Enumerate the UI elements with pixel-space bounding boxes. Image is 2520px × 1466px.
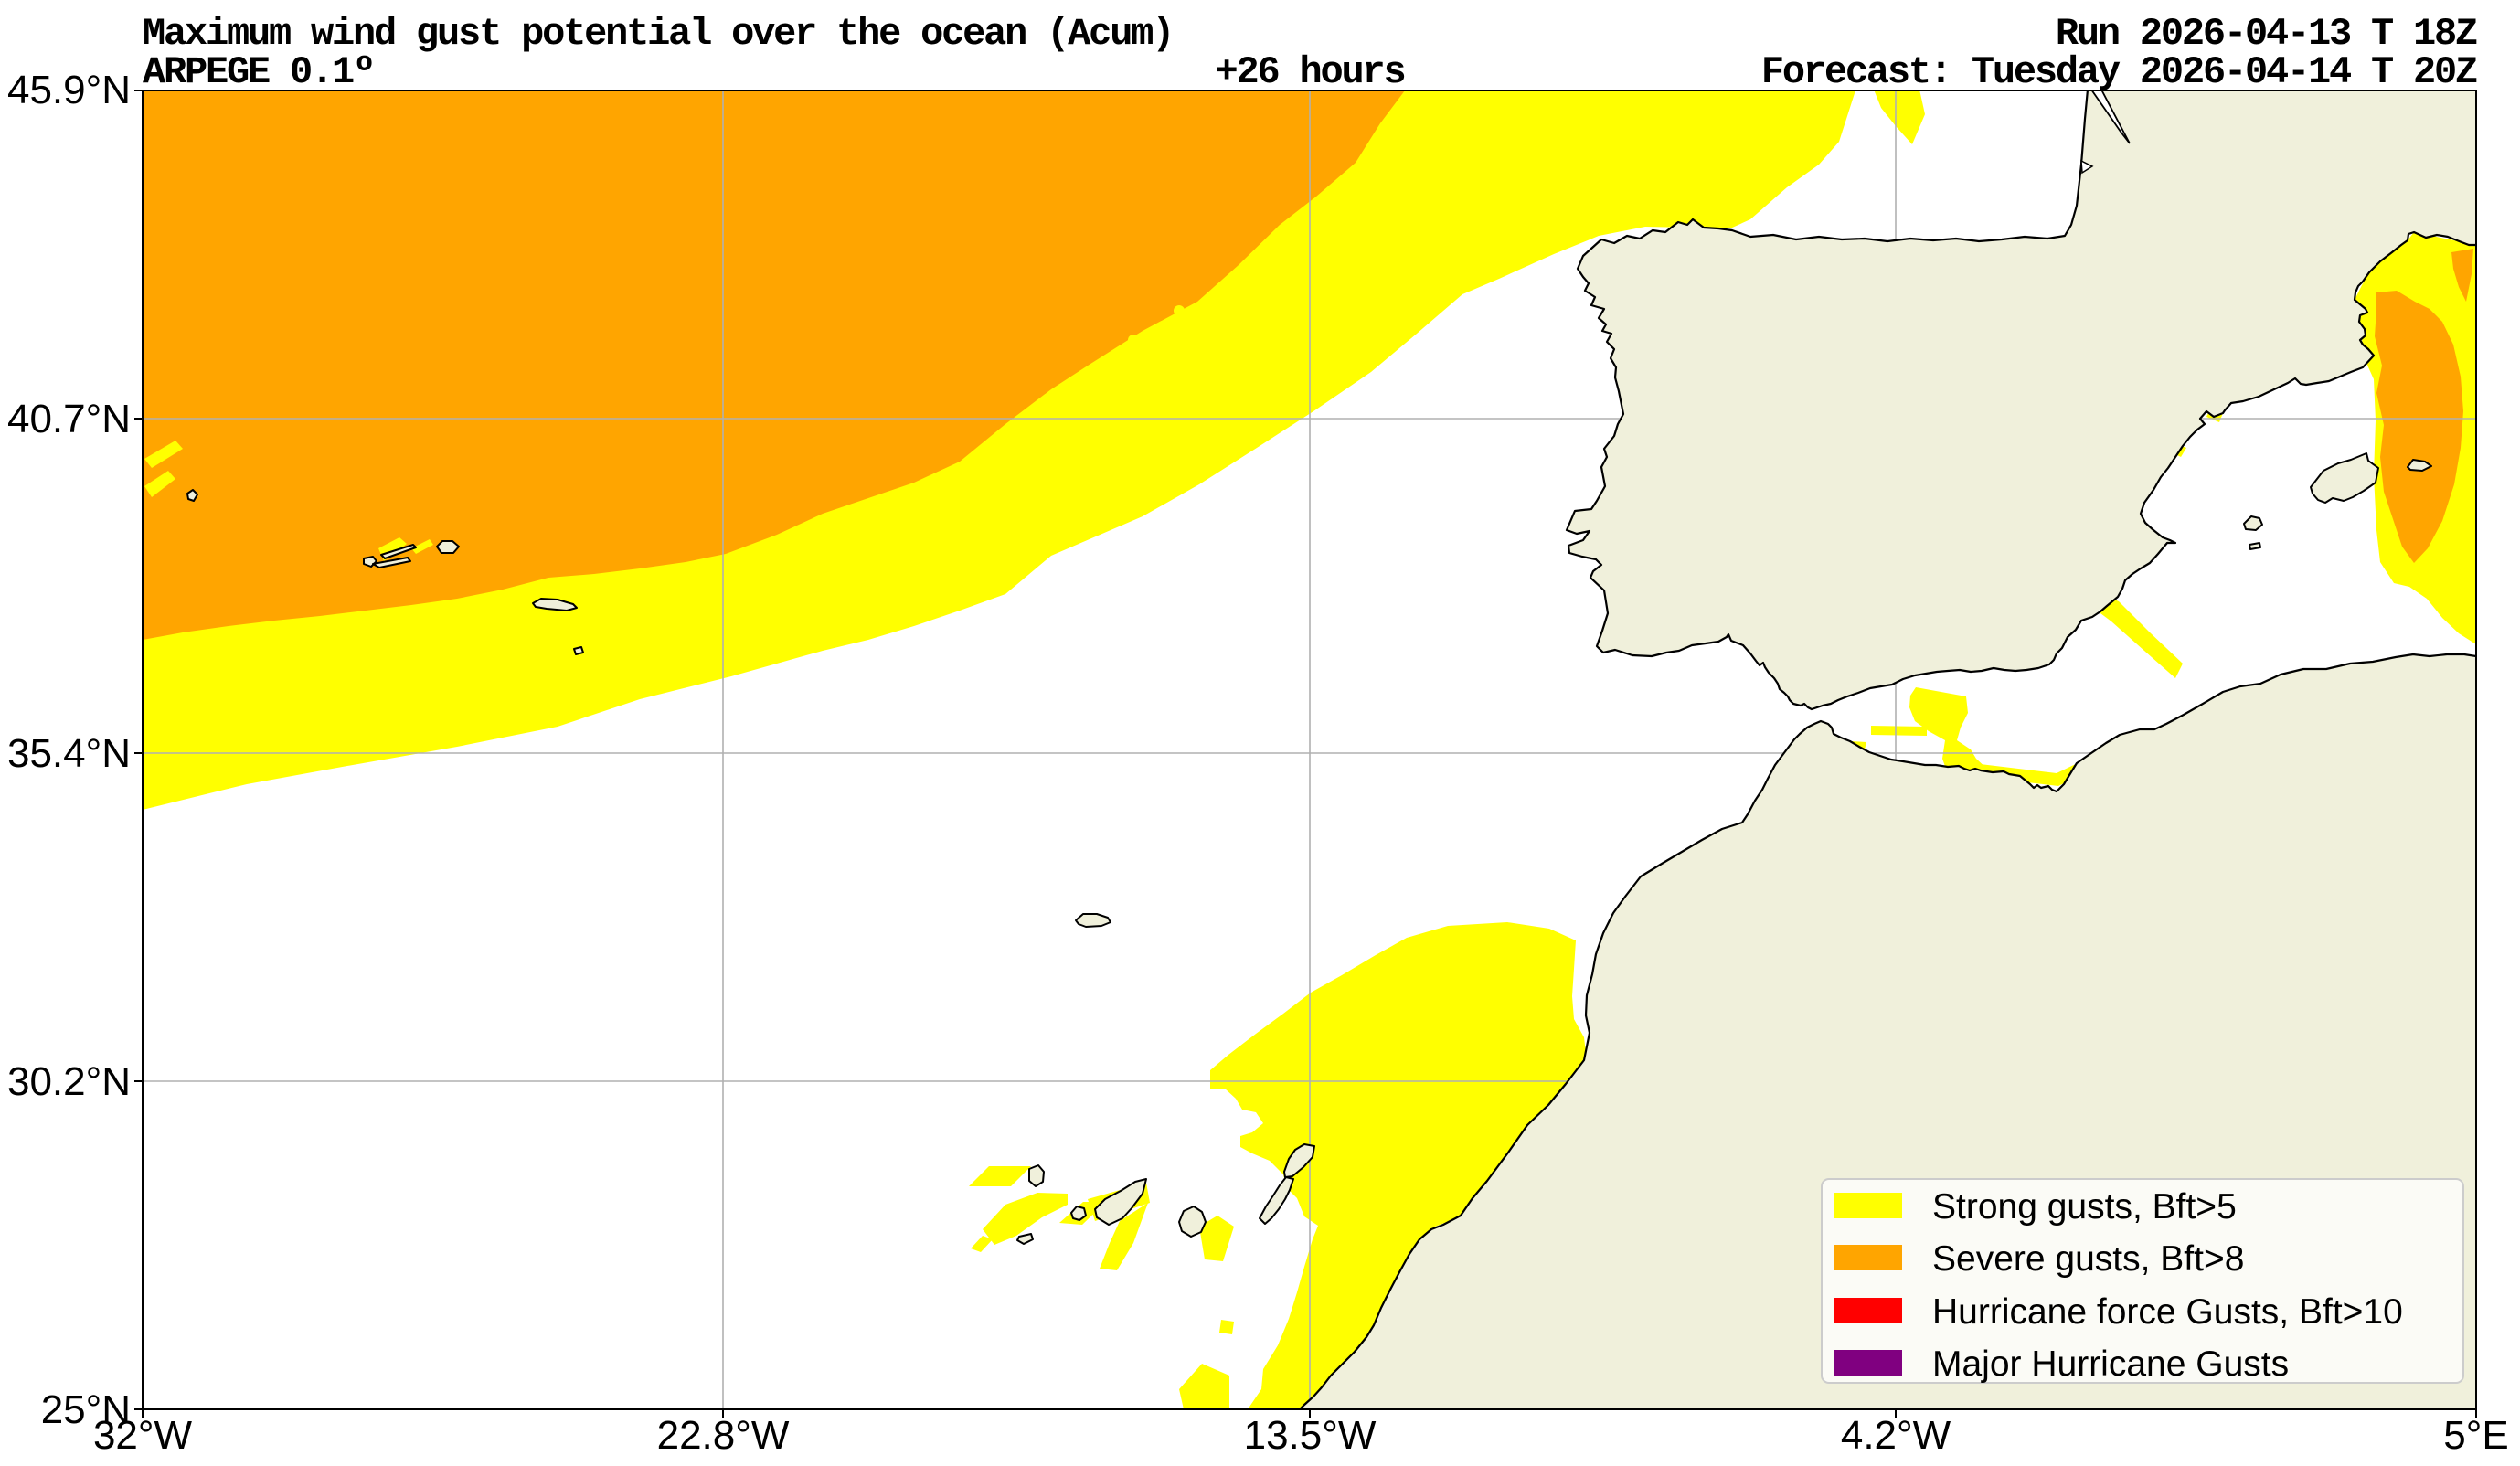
svg-text:25°N: 25°N bbox=[41, 1387, 131, 1432]
svg-text:Hurricane force Gusts, Bft>10: Hurricane force Gusts, Bft>10 bbox=[1932, 1292, 2403, 1332]
svg-text:30.2°N: 30.2°N bbox=[7, 1059, 131, 1104]
svg-text:Maximum wind gust potential ov: Maximum wind gust potential over the oce… bbox=[143, 12, 1173, 56]
svg-text:4.2°W: 4.2°W bbox=[1841, 1413, 1951, 1458]
svg-text:45.9°N: 45.9°N bbox=[7, 68, 131, 112]
svg-text:Strong gusts, Bft>5: Strong gusts, Bft>5 bbox=[1932, 1187, 2237, 1227]
svg-text:+26 hours: +26 hours bbox=[1215, 50, 1404, 94]
svg-text:22.8°W: 22.8°W bbox=[657, 1413, 790, 1458]
svg-text:ARPEGE 0.1º: ARPEGE 0.1º bbox=[143, 50, 374, 94]
svg-text:32°W: 32°W bbox=[93, 1413, 193, 1458]
svg-text:Forecast: Tuesday 2026-04-14 T: Forecast: Tuesday 2026-04-14 T 20Z bbox=[1761, 50, 2477, 94]
svg-text:35.4°N: 35.4°N bbox=[7, 731, 131, 776]
svg-text:Run 2026-04-13 T 18Z: Run 2026-04-13 T 18Z bbox=[2056, 12, 2477, 56]
svg-text:Severe gusts, Bft>8: Severe gusts, Bft>8 bbox=[1932, 1239, 2244, 1279]
svg-text:40.7°N: 40.7°N bbox=[7, 397, 131, 441]
svg-text:13.5°W: 13.5°W bbox=[1244, 1413, 1377, 1458]
svg-text:5°E: 5°E bbox=[2443, 1413, 2508, 1458]
svg-text:Major Hurricane Gusts: Major Hurricane Gusts bbox=[1932, 1344, 2289, 1384]
